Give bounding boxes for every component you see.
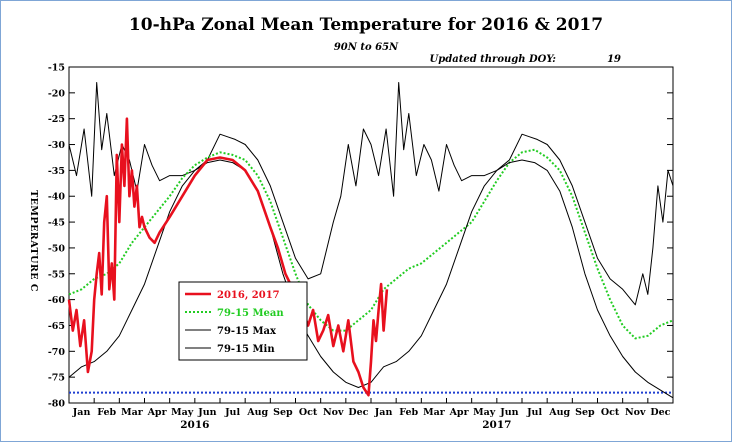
legend-label: 79-15 Min [217, 344, 275, 355]
x-tick-label: Aug [548, 407, 570, 418]
x-year-label: 2017 [482, 419, 511, 431]
legend-label: 79-15 Max [217, 326, 277, 337]
x-tick-label: Jan [72, 407, 91, 418]
series-line-79-15-max [68, 82, 674, 306]
x-tick-label: Jun [499, 407, 518, 418]
update-doy: 19 [607, 54, 621, 65]
x-tick-label: Nov [323, 407, 344, 418]
x-tick-label: Jul [526, 407, 542, 418]
x-tick-label: Oct [601, 407, 620, 418]
y-tick-label: -25 [48, 114, 65, 125]
y-tick-label: -60 [48, 295, 66, 306]
y-tick-label: -75 [48, 373, 65, 384]
x-tick-label: Mar [121, 407, 144, 418]
chart-title: 10-hPa Zonal Mean Temperature for 2016 &… [129, 15, 603, 35]
x-year-label: 2016 [180, 419, 209, 431]
x-tick-label: May [171, 407, 194, 418]
y-tick-label: -15 [48, 63, 65, 74]
x-tick-label: Aug [246, 407, 268, 418]
y-tick-label: -50 [48, 243, 66, 254]
y-tick-label: -20 [48, 88, 66, 99]
series-line-79-15-min [68, 159, 674, 399]
y-tick-label: -55 [48, 269, 65, 280]
x-tick-label: Feb [97, 407, 116, 418]
x-tick-label: Mar [423, 407, 446, 418]
x-tick-label: Apr [147, 407, 168, 418]
x-tick-label: Jul [224, 407, 240, 418]
x-tick-label: Oct [299, 407, 318, 418]
x-tick-label: Dec [348, 407, 368, 418]
x-tick-label: Sep [575, 407, 595, 418]
legend-label: 79-15 Mean [217, 308, 284, 319]
x-tick-label: Apr [449, 407, 470, 418]
x-tick-label: Dec [650, 407, 670, 418]
x-tick-label: Jan [374, 407, 393, 418]
legend-label: 2016, 2017 [217, 290, 280, 301]
x-tick-label: Nov [625, 407, 646, 418]
y-axis-label: TEMPERATURE C [28, 190, 39, 292]
y-tick-label: -45 [48, 218, 65, 229]
series-line-2016-2017 [67, 117, 389, 397]
x-tick-label: May [473, 407, 496, 418]
update-note: Updated through DOY: [430, 54, 557, 65]
y-tick-label: -80 [48, 399, 66, 410]
y-tick-label: -65 [48, 321, 65, 332]
y-tick-label: -70 [48, 347, 66, 358]
plot-area: -15 -20 -25 -30 -35 -40 -45 -50 -55 -60 -65 -70 -75 -… [48, 63, 674, 431]
y-tick-label: -40 [48, 192, 66, 203]
x-tick-label: Feb [399, 407, 418, 418]
series-line-79-15-mean [68, 148, 674, 340]
chart-subtitle: 90N to 65N [334, 42, 399, 53]
y-tick-label: -35 [48, 166, 65, 177]
x-tick-label: Jun [197, 407, 216, 418]
x-tick-label: Sep [273, 407, 293, 418]
y-tick-label: -30 [48, 140, 66, 151]
